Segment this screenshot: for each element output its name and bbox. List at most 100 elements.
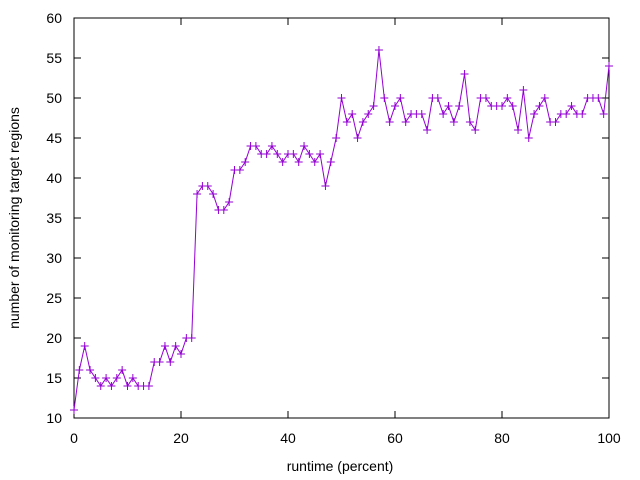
point-marker <box>374 46 383 54</box>
y-tick-label: 35 <box>46 210 62 226</box>
point-marker <box>187 334 196 342</box>
point-marker <box>385 118 394 126</box>
point-marker <box>391 102 399 110</box>
point-marker <box>498 102 506 110</box>
point-marker <box>460 70 469 78</box>
point-marker <box>102 374 111 382</box>
point-marker <box>519 86 528 94</box>
point-marker <box>439 110 448 118</box>
point-marker <box>160 342 169 350</box>
point-marker <box>594 94 603 102</box>
point-marker <box>112 374 121 382</box>
point-marker <box>605 62 613 70</box>
point-marker <box>273 150 282 158</box>
point-marker <box>380 94 389 102</box>
point-marker <box>449 118 458 126</box>
y-tick-label: 20 <box>46 330 62 346</box>
point-marker <box>235 166 244 174</box>
point-marker <box>599 110 608 118</box>
y-tick-label: 15 <box>46 370 62 386</box>
point-marker <box>342 118 351 126</box>
x-tick-label: 20 <box>173 430 189 446</box>
x-axis-label: runtime (percent) <box>287 458 394 474</box>
point-marker <box>203 182 212 190</box>
point-marker <box>503 94 512 102</box>
point-marker <box>193 190 202 198</box>
point-marker <box>171 342 180 350</box>
x-tick-label: 40 <box>280 430 296 446</box>
point-marker <box>417 110 426 118</box>
point-marker <box>348 110 357 118</box>
point-marker <box>251 142 260 150</box>
point-marker <box>514 126 523 134</box>
point-marker <box>401 118 410 126</box>
point-marker <box>530 110 539 118</box>
point-marker <box>551 118 560 126</box>
point-marker <box>209 190 218 198</box>
point-marker <box>433 94 442 102</box>
point-marker <box>128 374 137 382</box>
series-line <box>73 49 610 411</box>
point-marker <box>262 150 271 158</box>
point-marker <box>524 134 533 142</box>
point-marker <box>540 94 549 102</box>
point-marker <box>578 110 587 118</box>
point-marker <box>562 110 571 118</box>
point-marker <box>289 150 298 158</box>
point-marker <box>471 126 480 134</box>
y-tick-label: 45 <box>46 130 62 146</box>
point-marker <box>86 366 95 374</box>
point-marker <box>337 94 346 102</box>
point-marker <box>96 382 105 390</box>
point-marker <box>305 150 314 158</box>
point-marker <box>535 102 544 110</box>
point-marker <box>241 158 250 166</box>
point-marker <box>310 158 319 166</box>
point-marker <box>70 406 78 414</box>
y-tick-label: 40 <box>46 170 62 186</box>
y-tick-label: 50 <box>46 90 62 106</box>
y-tick-label: 25 <box>46 290 62 306</box>
point-marker <box>508 102 517 110</box>
y-tick-label: 30 <box>46 250 62 266</box>
point-marker <box>123 382 132 390</box>
point-marker <box>465 118 474 126</box>
point-marker <box>155 358 164 366</box>
point-marker <box>481 94 490 102</box>
point-marker <box>267 142 276 150</box>
point-marker <box>358 118 367 126</box>
point-marker <box>332 134 341 142</box>
point-marker <box>396 94 405 102</box>
point-marker <box>444 102 453 110</box>
point-marker <box>455 102 464 110</box>
point-marker <box>321 182 330 190</box>
point-marker <box>316 150 325 158</box>
point-marker <box>177 350 185 358</box>
point-marker <box>326 158 335 166</box>
point-marker <box>118 366 127 374</box>
x-tick-label: 0 <box>70 430 78 446</box>
x-tick-label: 100 <box>597 430 621 446</box>
point-marker <box>300 142 309 150</box>
y-tick-label: 55 <box>46 50 62 66</box>
x-tick-label: 80 <box>494 430 510 446</box>
point-marker <box>294 158 303 166</box>
point-marker <box>278 158 287 166</box>
point-marker <box>567 102 576 110</box>
y-axis-label: number of monitoring target regions <box>6 107 22 329</box>
point-marker <box>107 382 116 390</box>
point-marker <box>166 358 175 366</box>
y-tick-label: 10 <box>46 410 62 426</box>
point-marker <box>364 110 373 118</box>
point-marker <box>80 342 89 350</box>
point-marker <box>353 134 362 142</box>
point-marker <box>219 206 228 214</box>
point-marker <box>225 198 234 206</box>
point-marker <box>91 374 100 382</box>
point-marker <box>369 102 378 110</box>
point-marker <box>75 366 84 374</box>
x-tick-label: 60 <box>387 430 403 446</box>
y-tick-label: 60 <box>46 10 62 26</box>
point-marker <box>144 382 153 390</box>
